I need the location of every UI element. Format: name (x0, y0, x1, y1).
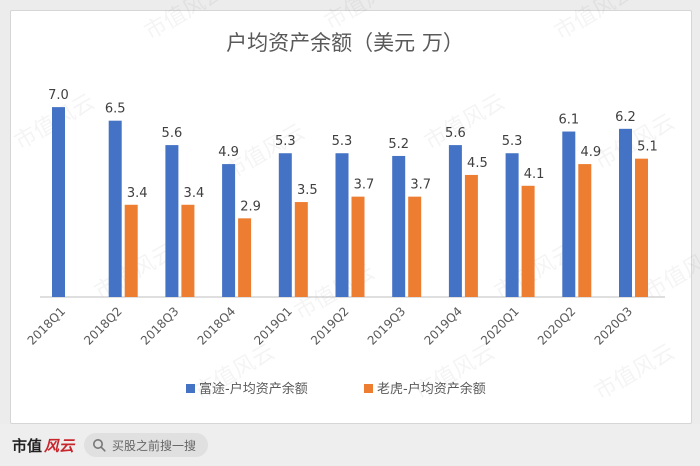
bar-futu (392, 155, 406, 297)
data-label: 4.1 (524, 167, 545, 182)
data-label: 7.0 (48, 88, 69, 103)
data-label: 5.3 (332, 134, 353, 149)
bar-futu (278, 153, 292, 297)
bar-futu (505, 153, 519, 297)
legend-swatch-futu (186, 384, 195, 393)
x-tick-label: 2020Q2 (535, 304, 579, 348)
x-tick-label: 2020Q3 (592, 304, 636, 348)
search-box[interactable]: 买股之前搜一搜 (84, 433, 209, 457)
data-label: 5.6 (445, 126, 466, 141)
bar-futu (562, 131, 576, 297)
x-tick-label: 2018Q2 (81, 304, 125, 348)
legend-label-tiger: 老虎-户均资产余额 (377, 381, 486, 397)
bar-tiger (181, 204, 195, 297)
bar-tiger (238, 218, 252, 297)
bar-futu (222, 164, 236, 297)
footer-bar: 市值 风云 买股之前搜一搜 (0, 424, 700, 466)
brand[interactable]: 市值 风云 (12, 435, 74, 456)
data-label: 3.4 (184, 186, 205, 201)
chart-title: 户均资产余额（美元 万） (226, 31, 464, 55)
bar-futu (108, 120, 122, 297)
brand-logo: 风云 (44, 436, 75, 455)
data-label: 3.4 (127, 186, 148, 201)
brand-name: 市值 (12, 436, 43, 455)
data-label: 3.7 (354, 178, 375, 193)
legend-label-futu: 富途-户均资产余额 (199, 381, 308, 397)
data-label: 5.1 (637, 140, 658, 155)
data-label: 5.3 (502, 134, 523, 149)
x-tick-label: 2018Q1 (25, 304, 69, 348)
data-label: 3.7 (410, 178, 431, 193)
bar-tiger (521, 185, 535, 297)
x-tick-label: 2019Q4 (421, 304, 465, 348)
watermark-text: 市值风云 (551, 0, 640, 45)
bar-tiger (124, 204, 138, 297)
watermark-text: 市值风云 (421, 90, 510, 156)
bar-tiger (635, 158, 648, 297)
search-icon (93, 439, 106, 452)
watermark-text: 市值风云 (321, 0, 410, 35)
data-label: 4.9 (580, 145, 601, 160)
x-tick-label: 2020Q1 (478, 304, 522, 348)
bar-tiger (294, 202, 308, 297)
bar-futu (448, 145, 462, 297)
data-label: 4.9 (218, 145, 239, 160)
data-label: 5.3 (275, 134, 296, 149)
watermark-text: 市值风云 (641, 240, 700, 306)
legend-swatch-tiger (364, 384, 373, 393)
data-label: 6.1 (558, 113, 579, 128)
search-placeholder: 买股之前搜一搜 (112, 438, 197, 453)
data-label: 5.6 (162, 126, 183, 141)
bar-futu (619, 128, 632, 297)
bars-group: 7.0 2018Q1 6.5 3.4 2018Q2 5.6 3.4 2018Q3 4.9 2.9 2… (25, 88, 658, 348)
data-label: 6.2 (615, 110, 636, 125)
watermark-text: 市值风云 (141, 0, 230, 45)
bar-futu (335, 153, 349, 297)
bar-tiger (578, 164, 592, 297)
data-label: 4.5 (467, 156, 488, 171)
data-label: 3.5 (297, 183, 318, 198)
bar-futu (52, 107, 65, 297)
bar-tiger (408, 196, 422, 297)
watermark-text: 市值风云 (591, 340, 680, 406)
bar-tiger (464, 174, 478, 297)
data-label: 6.5 (105, 102, 126, 117)
data-label: 2.9 (240, 199, 261, 214)
x-tick-label: 2018Q3 (138, 304, 182, 348)
x-tick-label: 2019Q3 (365, 304, 409, 348)
legend: 富途-户均资产余额 老虎-户均资产余额 (186, 381, 486, 397)
bar-tiger (351, 196, 365, 297)
x-tick-label: 2019Q1 (251, 304, 295, 348)
x-tick-label: 2018Q4 (195, 304, 239, 348)
data-label: 5.2 (388, 137, 409, 152)
bar-futu (165, 145, 179, 297)
